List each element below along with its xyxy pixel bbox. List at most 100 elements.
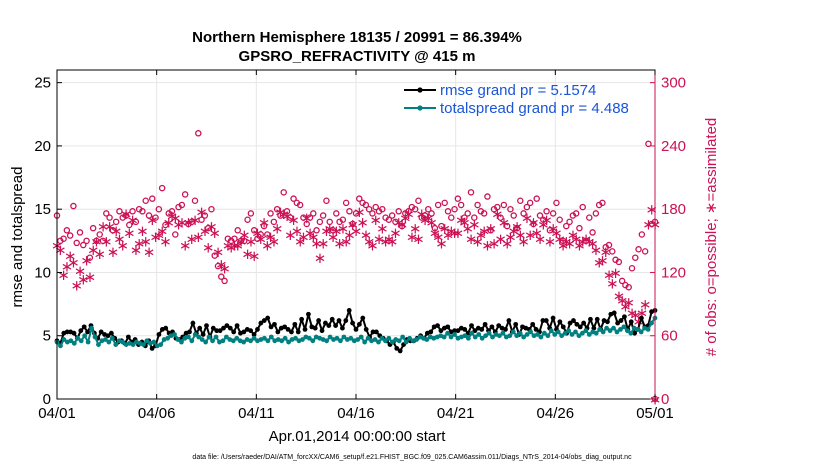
assimilated-point: ∗: [475, 226, 488, 244]
assimilated-point: ∗: [560, 232, 573, 250]
possible-point: [392, 218, 399, 226]
assimilated-point: ∗: [212, 243, 225, 261]
possible-point: [218, 273, 225, 280]
rmse-point: [581, 320, 587, 326]
rmse-point: [373, 329, 379, 335]
assimilated-point: ∗: [149, 228, 162, 246]
totalspread-point: [576, 333, 582, 339]
rmse-point: [312, 325, 318, 331]
assimilated-point: ∗: [202, 239, 215, 257]
possible-point: [454, 195, 462, 202]
rmse-point: [496, 323, 502, 329]
assimilated-point: ∗: [126, 211, 139, 229]
totalspread-point: [548, 328, 554, 334]
totalspread-point: [441, 334, 447, 340]
totalspread-point: [230, 338, 236, 344]
assimilated-point: ∗: [517, 232, 530, 250]
possible-point: [204, 224, 212, 232]
possible-point: [349, 220, 356, 228]
totalspread-point: [573, 329, 578, 335]
assimilated-point: ∗: [93, 245, 106, 263]
assimilated-point: ∗: [185, 230, 198, 248]
totalspread-point: [82, 333, 88, 339]
totalspread-point: [517, 330, 523, 336]
rmse-point: [533, 327, 539, 332]
totalspread-point: [382, 338, 388, 344]
totalspread-point: [524, 332, 530, 337]
rmse-point: [360, 315, 366, 321]
totalspread-point: [490, 334, 495, 340]
possible-point: [543, 208, 550, 215]
assimilated-point: ∗: [195, 203, 208, 221]
assimilated-point: ∗: [133, 234, 146, 252]
assimilated-point: ∗: [284, 226, 297, 244]
possible-point: [86, 254, 94, 261]
rmse-point: [591, 325, 597, 331]
possible-point: [605, 241, 613, 249]
totalspread-point: [583, 328, 589, 334]
possible-point: [211, 252, 218, 259]
totalspread-point: [206, 334, 212, 340]
rmse-point: [255, 327, 260, 332]
possible-point: [172, 231, 179, 238]
rmse-point: [156, 332, 162, 337]
totalspread-point: [151, 339, 157, 345]
possible-point: [615, 258, 623, 266]
possible-point: [582, 237, 590, 245]
possible-point: [549, 210, 557, 217]
possible-point: [635, 246, 642, 253]
assimilated-point: ∗: [360, 226, 373, 244]
rmse-point: [149, 345, 155, 351]
totalspread-point: [521, 334, 527, 340]
totalspread-point: [469, 330, 475, 336]
assimilated-point: ∗: [238, 226, 251, 244]
totalspread-point: [621, 324, 627, 330]
possible-point: [195, 130, 202, 137]
possible-point: [579, 203, 586, 211]
assimilated-point: ∗: [498, 213, 511, 231]
rmse-point: [622, 314, 627, 320]
assimilated-point: ∗: [435, 234, 448, 252]
possible-point: [540, 216, 547, 223]
rmse-point: [265, 315, 271, 321]
totalspread-point: [379, 335, 385, 341]
possible-point: [503, 222, 511, 230]
possible-point: [208, 205, 215, 213]
possible-point: [221, 277, 228, 285]
rmse-point: [363, 327, 369, 332]
totalspread-point: [552, 332, 558, 337]
rmse-point: [78, 328, 84, 334]
assimilated-point: ∗: [84, 268, 97, 286]
possible-point: [106, 214, 113, 221]
assimilated-point: ∗: [599, 243, 612, 261]
x-tick-label: 04/06: [138, 405, 176, 422]
possible-point: [609, 248, 616, 255]
assimilated-point: ∗: [616, 291, 629, 309]
rmse-point: [618, 318, 624, 323]
possible-point: [388, 212, 396, 219]
possible-point: [507, 205, 514, 213]
rmse-point: [214, 328, 220, 334]
assimilated-point: ∗: [369, 211, 382, 229]
totalspread-point: [452, 332, 457, 337]
possible-point: [461, 214, 468, 221]
totalspread-point: [376, 339, 381, 345]
possible-point: [66, 232, 74, 239]
totalspread-point: [600, 329, 606, 335]
totalspread-point: [400, 334, 406, 340]
possible-point: [599, 199, 606, 207]
possible-point: [497, 214, 504, 221]
assimilated-point: ∗: [412, 230, 425, 248]
possible-point: [362, 201, 370, 209]
possible-point: [618, 277, 626, 285]
totalspread-point: [175, 337, 181, 342]
legend-label-rmse: rmse grand pr = 5.1574: [440, 82, 596, 99]
assimilated-point: ∗: [429, 224, 442, 242]
possible-point: [405, 208, 412, 215]
rmse-point: [340, 325, 345, 331]
totalspread-point: [611, 325, 616, 331]
possible-point: [592, 210, 600, 217]
rmse-point: [438, 328, 444, 334]
totalspread-point: [624, 328, 630, 334]
